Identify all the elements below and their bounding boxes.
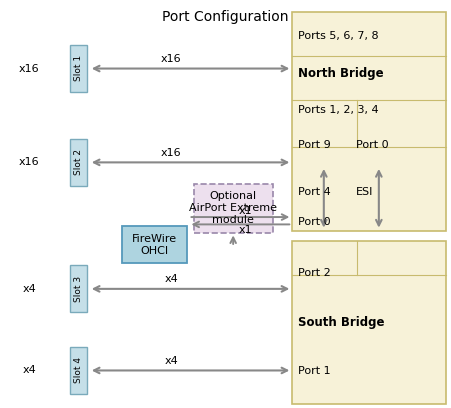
Text: Slot 3: Slot 3 xyxy=(74,275,83,302)
Text: x16: x16 xyxy=(161,54,182,64)
Text: Port 0: Port 0 xyxy=(298,217,330,227)
Text: x1: x1 xyxy=(239,206,253,215)
Text: Ports 5, 6, 7, 8: Ports 5, 6, 7, 8 xyxy=(298,31,378,41)
FancyBboxPatch shape xyxy=(70,347,87,394)
Text: x16: x16 xyxy=(19,157,40,167)
Text: Port 1: Port 1 xyxy=(298,366,330,376)
Text: FireWire
OHCI: FireWire OHCI xyxy=(132,234,177,255)
Text: Slot 4: Slot 4 xyxy=(74,357,83,383)
FancyBboxPatch shape xyxy=(194,184,273,233)
FancyBboxPatch shape xyxy=(292,12,446,231)
Text: Optional
AirPort Extreme
module: Optional AirPort Extreme module xyxy=(189,191,277,225)
FancyBboxPatch shape xyxy=(70,139,87,186)
Text: x16: x16 xyxy=(161,148,182,158)
FancyBboxPatch shape xyxy=(70,265,87,312)
Text: x4: x4 xyxy=(165,356,178,366)
Text: Port 4: Port 4 xyxy=(298,187,331,197)
Text: Port 0: Port 0 xyxy=(356,140,389,150)
Text: Port 9: Port 9 xyxy=(298,140,331,150)
Text: Port 2: Port 2 xyxy=(298,268,331,278)
Text: Port Configuration: Port Configuration xyxy=(162,10,289,24)
Text: x4: x4 xyxy=(23,284,36,294)
Text: x4: x4 xyxy=(23,366,36,375)
Text: x16: x16 xyxy=(19,64,40,73)
Text: x1: x1 xyxy=(239,225,253,235)
FancyBboxPatch shape xyxy=(292,241,446,404)
Text: x4: x4 xyxy=(165,275,178,284)
FancyBboxPatch shape xyxy=(70,45,87,92)
Text: North Bridge: North Bridge xyxy=(298,67,383,80)
Text: ESI: ESI xyxy=(356,187,374,197)
Text: Slot 2: Slot 2 xyxy=(74,149,83,175)
FancyBboxPatch shape xyxy=(122,226,187,263)
Text: South Bridge: South Bridge xyxy=(298,316,384,329)
Text: Slot 1: Slot 1 xyxy=(74,55,83,82)
Text: Ports 1, 2, 3, 4: Ports 1, 2, 3, 4 xyxy=(298,105,378,115)
